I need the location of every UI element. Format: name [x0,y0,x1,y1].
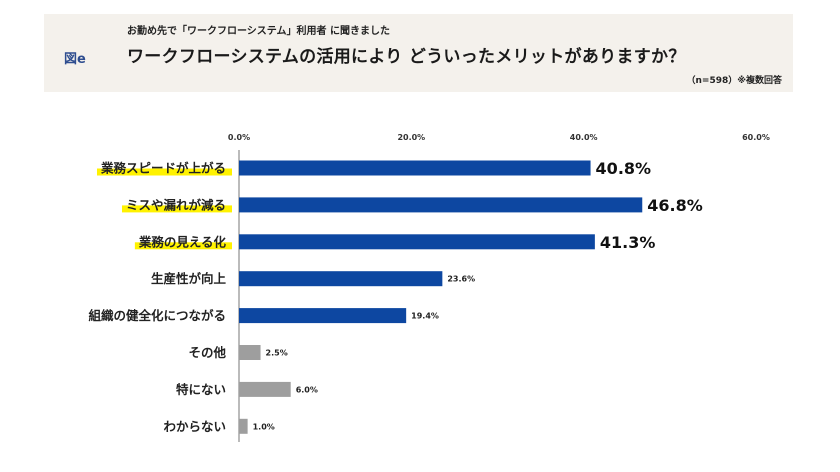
figure-label: 図e [64,52,86,67]
data-label: 1.0% [253,422,275,431]
category-label: 業務スピードが上がる [100,161,226,176]
label-highlight [121,205,232,213]
category-label: 組織の健全化につながる [88,308,226,323]
bar [239,308,407,324]
bar [239,234,595,250]
bar [239,160,591,176]
category-label: 生産性が向上 [151,271,227,286]
data-label: 2.5% [266,349,288,358]
x-tick-label: 0.0% [228,133,250,142]
chart-subtitle: お勤め先で「ワークフローシステム」利用者 に聞きました [127,26,390,37]
data-label: 46.8% [647,196,703,215]
category-label: わからない [163,419,226,434]
data-label: 41.3% [600,233,656,252]
category-label: 特にない [176,382,226,397]
category-label: その他 [188,345,226,360]
chart-title: ワークフローシステムの活用により どういったメリットがありますか？ [127,47,686,67]
data-label: 23.6% [447,275,475,284]
data-label: 40.8% [596,159,652,178]
bar [239,381,291,397]
data-label: 19.4% [411,312,439,321]
header-panel [44,14,793,92]
bar [239,271,443,287]
label-highlight [96,168,232,176]
label-highlight [134,242,232,250]
category-label: 業務の見える化 [138,234,227,249]
bar [239,345,261,360]
data-label: 6.0% [296,385,318,394]
sample-note: （n=598）※複数回答 [686,76,783,86]
x-tick-label: 60.0% [742,133,770,142]
bar [239,418,248,434]
category-label: ミスや漏れが減る [126,197,226,212]
x-tick-label: 20.0% [397,133,425,142]
x-tick-label: 40.0% [570,133,598,142]
bar [239,197,643,213]
